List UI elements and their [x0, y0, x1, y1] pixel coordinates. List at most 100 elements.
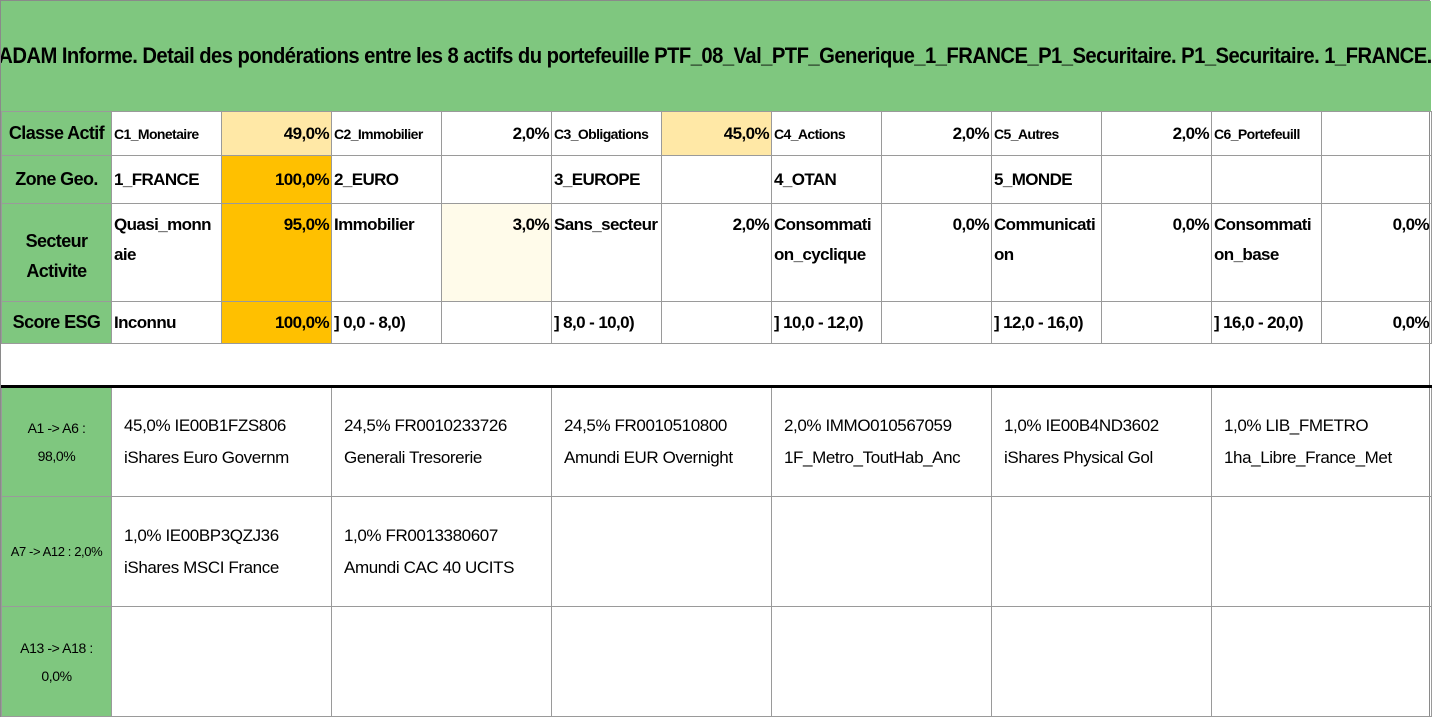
- asset-fund-name: Amundi EUR Overnight: [564, 448, 733, 467]
- cell-pct: 2,0%: [661, 203, 772, 302]
- assets-row-a7-a12: A7 -> A12 : 2,0% 1,0% IE00BP3QZJ36 iShare…: [1, 496, 1432, 607]
- asset-weight-isin: 1,0% IE00BP3QZJ36: [124, 525, 279, 545]
- cell-pct: [1101, 301, 1212, 344]
- row-classe-actif: Classe Actif C1_Monetaire 49,0% C2_Immob…: [1, 111, 1432, 156]
- cell-pct: [1101, 155, 1212, 204]
- asset-cell: [991, 606, 1212, 717]
- cell-name: ] 16,0 - 20,0): [1211, 301, 1322, 344]
- assets-label-line: A7 -> A12 : 2,0%: [10, 543, 103, 559]
- cell-name: ] 0,0 - 8,0): [331, 301, 442, 344]
- cell-name-line: Consommati: [1214, 215, 1312, 234]
- cell-pct: 2,0%: [1101, 111, 1212, 156]
- asset-weight-isin: 24,5% FR0010233726: [344, 416, 507, 435]
- assets-row-label: A1 -> A6 : 98,0%: [1, 386, 112, 497]
- asset-weight-isin: 24,5% FR0010510800: [564, 416, 727, 435]
- row-score-esg: Score ESG Inconnu 100,0% ] 0,0 - 8,0) ] …: [1, 301, 1432, 344]
- asset-cell: [331, 606, 552, 717]
- asset-fund-name: 1F_Metro_ToutHab_Anc: [784, 448, 961, 467]
- asset-weight-isin: 2,0% IMMO010567059: [784, 416, 952, 435]
- cell-name: C1_Monetaire: [111, 111, 222, 156]
- asset-cell: [111, 606, 332, 717]
- asset-cell: [1211, 496, 1432, 607]
- asset-cell: 45,0% IE00B1FZS806 iShares Euro Governm: [111, 386, 332, 497]
- cell-name: 1_FRANCE: [111, 155, 222, 204]
- asset-cell: 1,0% IE00B4ND3602 iShares Physical Gol: [991, 386, 1212, 497]
- asset-cell: [771, 496, 992, 607]
- row-label-esg: Score ESG: [1, 301, 112, 344]
- asset-fund-name: iShares Euro Governm: [124, 448, 289, 467]
- asset-cell: [991, 496, 1212, 607]
- asset-cell: 1,0% IE00BP3QZJ36 iShares MSCI France: [111, 496, 332, 607]
- row-label-line: Activite: [26, 260, 87, 281]
- assets-row-label: A7 -> A12 : 2,0%: [1, 496, 112, 607]
- cell-pct: 100,0%: [221, 155, 332, 204]
- cell-name: [1211, 155, 1322, 204]
- cell-name: 2_EURO: [331, 155, 442, 204]
- assets-label-line: 98,0%: [37, 448, 76, 464]
- asset-fund-name: Amundi CAC 40 UCITS: [344, 557, 515, 577]
- cell-pct: 2,0%: [441, 111, 552, 156]
- weights-table: Classe Actif C1_Monetaire 49,0% C2_Immob…: [1, 111, 1432, 344]
- row-label-zone: Zone Geo.: [1, 155, 112, 204]
- cell-name: ] 8,0 - 10,0): [551, 301, 662, 344]
- cell-name: C2_Immobilier: [331, 111, 442, 156]
- asset-weight-isin: 1,0% IE00B4ND3602: [1004, 416, 1159, 435]
- cell-pct: 3,0%: [441, 203, 552, 302]
- cell-pct: [661, 155, 772, 204]
- asset-fund-name: iShares MSCI France: [124, 557, 279, 577]
- cell-name-line: on_cyclique: [774, 245, 866, 264]
- cell-pct: [1321, 111, 1432, 156]
- cell-name: 5_MONDE: [991, 155, 1102, 204]
- cell-pct: 0,0%: [1101, 203, 1212, 302]
- cell-name: C4_Actions: [771, 111, 882, 156]
- cell-name: C5_Autres: [991, 111, 1102, 156]
- cell-name-line: Communicati: [994, 215, 1096, 234]
- cell-pct: 100,0%: [221, 301, 332, 344]
- asset-cell: 2,0% IMMO010567059 1F_Metro_ToutHab_Anc: [771, 386, 992, 497]
- cell-name-line: on_base: [1214, 245, 1279, 264]
- row-label-line: Secteur: [25, 230, 88, 251]
- cell-pct: [441, 301, 552, 344]
- cell-name: 3_EUROPE: [551, 155, 662, 204]
- cell-name-line: Immobilier: [334, 215, 415, 234]
- cell-name: Immobilier: [331, 203, 442, 302]
- asset-cell: 1,0% FR0013380607 Amundi CAC 40 UCITS: [331, 496, 552, 607]
- cell-name: 4_OTAN: [771, 155, 882, 204]
- cell-name: Sans_secteur: [551, 203, 662, 302]
- assets-label-line: A13 -> A18 :: [20, 639, 93, 656]
- asset-cell: [771, 606, 992, 717]
- asset-weight-isin: 1,0% LIB_FMETRO: [1224, 416, 1369, 435]
- asset-cell: 24,5% FR0010233726 Generali Tresorerie: [331, 386, 552, 497]
- cell-pct: 0,0%: [1321, 301, 1432, 344]
- assets-row-a1-a6: A1 -> A6 : 98,0% 45,0% IE00B1FZS806 iShar…: [1, 386, 1432, 497]
- cell-pct: 0,0%: [1321, 203, 1432, 302]
- report-title: ADAM Informe. Detail des pondérations en…: [1, 1, 1431, 111]
- cell-name: ] 12,0 - 16,0): [991, 301, 1102, 344]
- asset-cell: [551, 496, 772, 607]
- asset-fund-name: 1ha_Libre_France_Met: [1224, 448, 1392, 467]
- cell-name: ] 10,0 - 12,0): [771, 301, 882, 344]
- asset-fund-name: iShares Physical Gol: [1004, 448, 1153, 467]
- assets-label-line: 0,0%: [41, 667, 72, 684]
- assets-row-a13-a18: A13 -> A18 : 0,0%: [1, 606, 1432, 717]
- asset-fund-name: Generali Tresorerie: [344, 448, 482, 467]
- asset-cell: [1211, 606, 1432, 717]
- cell-pct: [1321, 155, 1432, 204]
- title-banner: ADAM Informe. Detail des pondérations en…: [1, 1, 1431, 112]
- asset-weight-isin: 45,0% IE00B1FZS806: [124, 416, 286, 435]
- row-zone-geo: Zone Geo. 1_FRANCE 100,0% 2_EURO 3_EUROP…: [1, 155, 1432, 204]
- cell-name-line: on: [994, 245, 1014, 264]
- cell-name: Consommati on_cyclique: [771, 203, 882, 302]
- cell-pct: 0,0%: [881, 203, 992, 302]
- cell-pct: [881, 301, 992, 344]
- cell-name: C6_Portefeuill: [1211, 111, 1322, 156]
- cell-pct: [441, 155, 552, 204]
- assets-table: A1 -> A6 : 98,0% 45,0% IE00B1FZS806 iShar…: [1, 385, 1432, 717]
- cell-name: Quasi_monn aie: [111, 203, 222, 302]
- cell-name: C3_Obligations: [551, 111, 662, 156]
- cell-pct: 45,0%: [661, 111, 772, 156]
- assets-row-label: A13 -> A18 : 0,0%: [1, 606, 112, 717]
- cell-name-line: Consommati: [774, 215, 872, 234]
- assets-label-line: A1 -> A6 :: [27, 420, 86, 436]
